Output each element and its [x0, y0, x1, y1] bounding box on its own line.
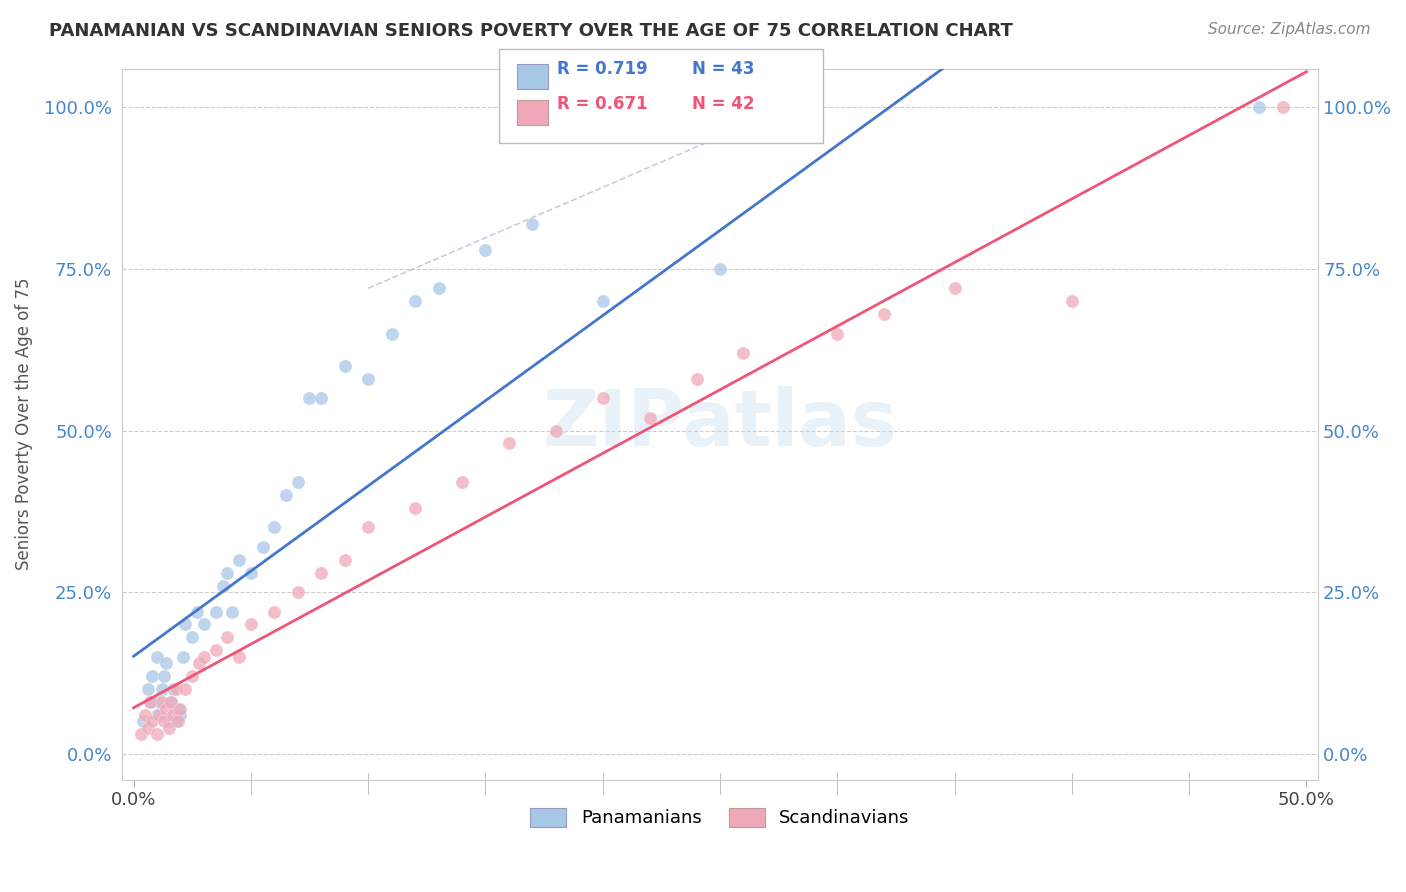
Point	[153, 669, 176, 683]
Y-axis label: Seniors Poverty Over the Age of 75: Seniors Poverty Over the Age of 75	[15, 277, 32, 570]
Point	[1249, 100, 1271, 114]
Point	[733, 346, 755, 360]
Point	[148, 695, 170, 709]
Point	[157, 721, 180, 735]
Point	[193, 617, 215, 632]
Point	[141, 669, 163, 683]
Point	[638, 410, 661, 425]
Point	[165, 682, 187, 697]
Point	[333, 359, 356, 373]
Point	[169, 701, 191, 715]
Text: N = 42: N = 42	[692, 95, 754, 113]
Point	[263, 605, 285, 619]
Point	[204, 605, 226, 619]
Point	[427, 281, 450, 295]
Point	[160, 695, 183, 709]
Point	[139, 695, 162, 709]
Point	[333, 553, 356, 567]
Point	[217, 631, 239, 645]
Point	[592, 391, 614, 405]
Point	[592, 294, 614, 309]
Point	[1271, 100, 1294, 114]
Point	[162, 682, 184, 697]
Point	[160, 695, 183, 709]
Point	[498, 436, 520, 450]
Point	[239, 566, 262, 580]
Point	[204, 643, 226, 657]
Point	[193, 649, 215, 664]
Point	[136, 682, 159, 697]
Point	[873, 307, 896, 321]
Point	[404, 294, 426, 309]
Text: N = 43: N = 43	[692, 60, 754, 78]
Point	[132, 714, 155, 729]
Point	[157, 714, 180, 729]
Point	[228, 553, 250, 567]
Point	[263, 520, 285, 534]
Point	[181, 631, 204, 645]
Point	[943, 281, 966, 295]
Point	[522, 217, 544, 231]
Point	[188, 657, 211, 671]
Point	[155, 701, 177, 715]
Point	[404, 501, 426, 516]
Point	[150, 682, 173, 697]
Point	[153, 714, 176, 729]
Point	[139, 695, 162, 709]
Point	[544, 424, 567, 438]
Point	[298, 391, 321, 405]
Point	[181, 669, 204, 683]
Text: R = 0.671: R = 0.671	[557, 95, 647, 113]
Point	[141, 714, 163, 729]
Point	[709, 261, 731, 276]
Text: R = 0.719: R = 0.719	[557, 60, 648, 78]
Point	[357, 520, 380, 534]
Point	[274, 488, 297, 502]
Point	[165, 714, 187, 729]
Point	[167, 714, 190, 729]
Legend: Panamanians, Scandinavians: Panamanians, Scandinavians	[523, 801, 917, 835]
Point	[252, 540, 274, 554]
Point	[174, 682, 197, 697]
Point	[134, 708, 156, 723]
Point	[217, 566, 239, 580]
Point	[221, 605, 243, 619]
Point	[287, 585, 309, 599]
Point	[186, 605, 208, 619]
Text: Source: ZipAtlas.com: Source: ZipAtlas.com	[1208, 22, 1371, 37]
Point	[474, 243, 496, 257]
Point	[239, 617, 262, 632]
Point	[309, 391, 332, 405]
Point	[309, 566, 332, 580]
Point	[228, 649, 250, 664]
Point	[155, 657, 177, 671]
Point	[172, 649, 194, 664]
Point	[146, 708, 169, 723]
Point	[685, 372, 707, 386]
Point	[357, 372, 380, 386]
Point	[825, 326, 848, 341]
Point	[162, 708, 184, 723]
Point	[169, 708, 191, 723]
Point	[381, 326, 404, 341]
Point	[129, 727, 152, 741]
Text: ZIPatlas: ZIPatlas	[543, 386, 897, 462]
Point	[287, 475, 309, 490]
Text: PANAMANIAN VS SCANDINAVIAN SENIORS POVERTY OVER THE AGE OF 75 CORRELATION CHART: PANAMANIAN VS SCANDINAVIAN SENIORS POVER…	[49, 22, 1014, 40]
Point	[146, 727, 169, 741]
Point	[136, 721, 159, 735]
Point	[174, 617, 197, 632]
Point	[146, 649, 169, 664]
Point	[1060, 294, 1083, 309]
Point	[167, 701, 190, 715]
Point	[211, 579, 233, 593]
Point	[150, 695, 173, 709]
Point	[148, 708, 170, 723]
Point	[451, 475, 474, 490]
